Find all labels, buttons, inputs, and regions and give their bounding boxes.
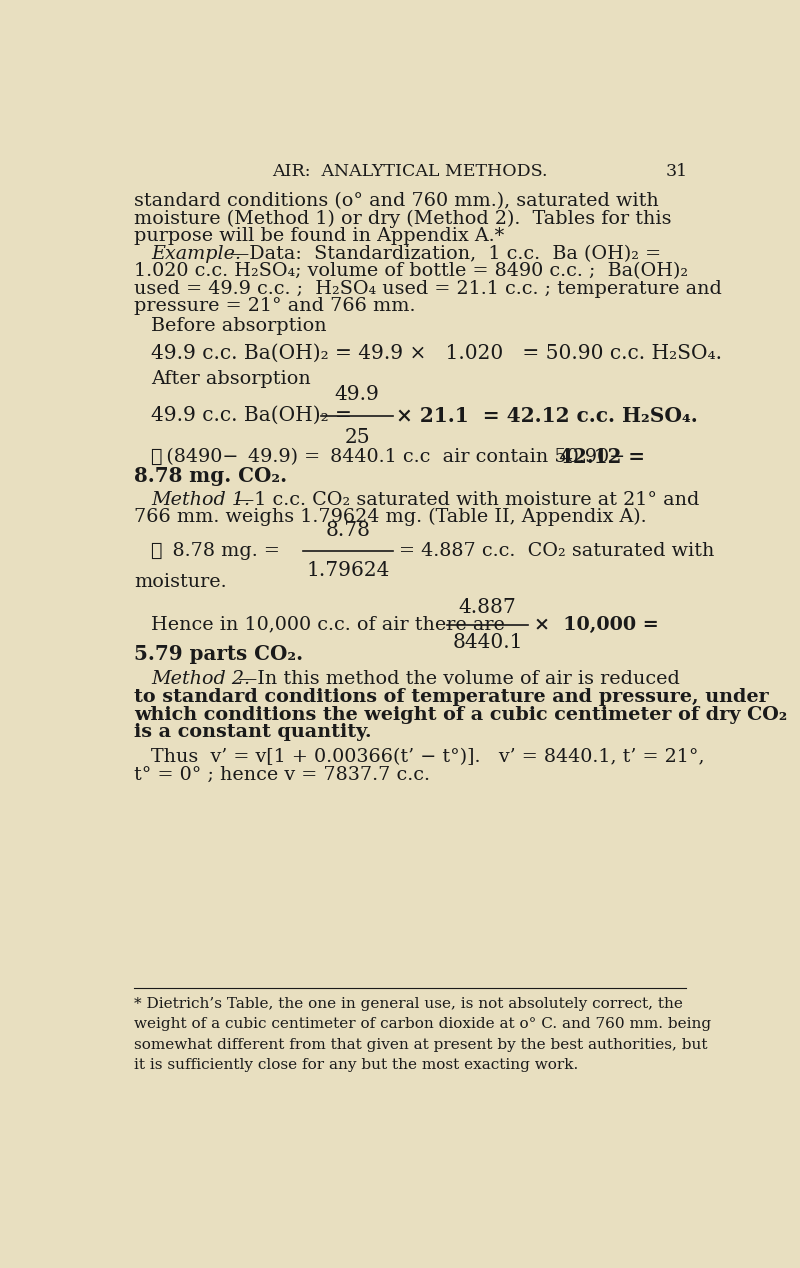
- Text: 766 mm. weighs 1.79624 mg. (Table II, Appendix A).: 766 mm. weighs 1.79624 mg. (Table II, Ap…: [134, 508, 646, 526]
- Text: ∴ (8490− 49.9) =  8440.1 c.c  air contain 50.90−: ∴ (8490− 49.9) = 8440.1 c.c air contain …: [151, 448, 625, 465]
- Text: Thus  v’ = v[1 + 0.00366(t’ − t°)].   v’ = 8440.1, t’ = 21°,: Thus v’ = v[1 + 0.00366(t’ − t°)]. v’ = …: [151, 748, 704, 766]
- Text: —In this method the volume of air is reduced: —In this method the volume of air is red…: [238, 671, 679, 689]
- Text: AIR:  ANALYTICAL METHODS.: AIR: ANALYTICAL METHODS.: [272, 164, 548, 180]
- Text: 8.78 mg. CO₂.: 8.78 mg. CO₂.: [134, 467, 287, 487]
- Text: purpose will be found in Appendix A.*: purpose will be found in Appendix A.*: [134, 227, 504, 245]
- Text: moisture (Method 1) or dry (Method 2).  Tables for this: moisture (Method 1) or dry (Method 2). T…: [134, 209, 672, 228]
- Text: Method 1.: Method 1.: [151, 491, 250, 508]
- Text: * Dietrich’s Table, the one in general use, is not absolutely correct, the: * Dietrich’s Table, the one in general u…: [134, 997, 683, 1011]
- Text: —1 c.c. CO₂ saturated with moisture at 21° and: —1 c.c. CO₂ saturated with moisture at 2…: [235, 491, 699, 508]
- Text: weight of a cubic centimeter of carbon dioxide at o° C. and 760 mm. being: weight of a cubic centimeter of carbon d…: [134, 1017, 711, 1031]
- Text: 5.79 parts CO₂.: 5.79 parts CO₂.: [134, 644, 303, 664]
- Text: it is sufficiently close for any but the most exacting work.: it is sufficiently close for any but the…: [134, 1058, 578, 1071]
- Text: Hence in 10,000 c.c. of air there are: Hence in 10,000 c.c. of air there are: [151, 616, 505, 634]
- Text: Example.: Example.: [151, 245, 241, 262]
- Text: somewhat different from that given at present by the best authorities, but: somewhat different from that given at pr…: [134, 1037, 708, 1051]
- Text: 49.9 c.c. Ba(OH)₂ =: 49.9 c.c. Ba(OH)₂ =: [151, 406, 352, 425]
- Text: 1.79624: 1.79624: [306, 560, 390, 579]
- Text: which conditions the weight of a cubic centimeter of dry CO₂: which conditions the weight of a cubic c…: [134, 705, 787, 724]
- Text: ×  10,000 =: × 10,000 =: [534, 616, 658, 634]
- Text: 42.12 =: 42.12 =: [558, 446, 645, 467]
- Text: After absorption: After absorption: [151, 370, 310, 388]
- Text: 25: 25: [345, 427, 370, 446]
- Text: used = 49.9 c.c. ;  H₂SO₄ used = 21.1 c.c. ; temperature and: used = 49.9 c.c. ; H₂SO₄ used = 21.1 c.c…: [134, 280, 722, 298]
- Text: 4.887: 4.887: [458, 597, 516, 616]
- Text: Before absorption: Before absorption: [151, 317, 326, 335]
- Text: 49.9 c.c. Ba(OH)₂ = 49.9 ×  1.020  = 50.90 c.c. H₂SO₄.: 49.9 c.c. Ba(OH)₂ = 49.9 × 1.020 = 50.90…: [151, 344, 722, 363]
- Text: t° = 0° ; hence v = 7837.7 c.c.: t° = 0° ; hence v = 7837.7 c.c.: [134, 766, 430, 784]
- Text: = 4.887 c.c.  CO₂ saturated with: = 4.887 c.c. CO₂ saturated with: [399, 541, 714, 559]
- Text: 8.78: 8.78: [326, 521, 370, 540]
- Text: 1.020 c.c. H₂SO₄; volume of bottle = 8490 c.c. ;  Ba(OH)₂: 1.020 c.c. H₂SO₄; volume of bottle = 849…: [134, 262, 688, 280]
- Text: ∴  8.78 mg. =: ∴ 8.78 mg. =: [151, 541, 280, 559]
- Text: 31: 31: [666, 164, 688, 180]
- Text: moisture.: moisture.: [134, 573, 226, 591]
- Text: —Data:  Standardization,  1 c.c.  Ba (OH)₂ =: —Data: Standardization, 1 c.c. Ba (OH)₂ …: [230, 245, 662, 262]
- Text: pressure = 21° and 766 mm.: pressure = 21° and 766 mm.: [134, 298, 416, 316]
- Text: 49.9: 49.9: [335, 384, 380, 403]
- Text: × ​21.1  = 42.12 c.c. H₂SO₄.: × ​21.1 = 42.12 c.c. H₂SO₄.: [396, 406, 698, 426]
- Text: to standard conditions of temperature and pressure, under: to standard conditions of temperature an…: [134, 689, 769, 706]
- Text: Method 2.: Method 2.: [151, 671, 250, 689]
- Text: standard conditions (o° and 760 mm.), saturated with: standard conditions (o° and 760 mm.), sa…: [134, 191, 659, 210]
- Text: is a constant quantity.: is a constant quantity.: [134, 723, 371, 741]
- Text: 8440.1: 8440.1: [452, 633, 522, 652]
